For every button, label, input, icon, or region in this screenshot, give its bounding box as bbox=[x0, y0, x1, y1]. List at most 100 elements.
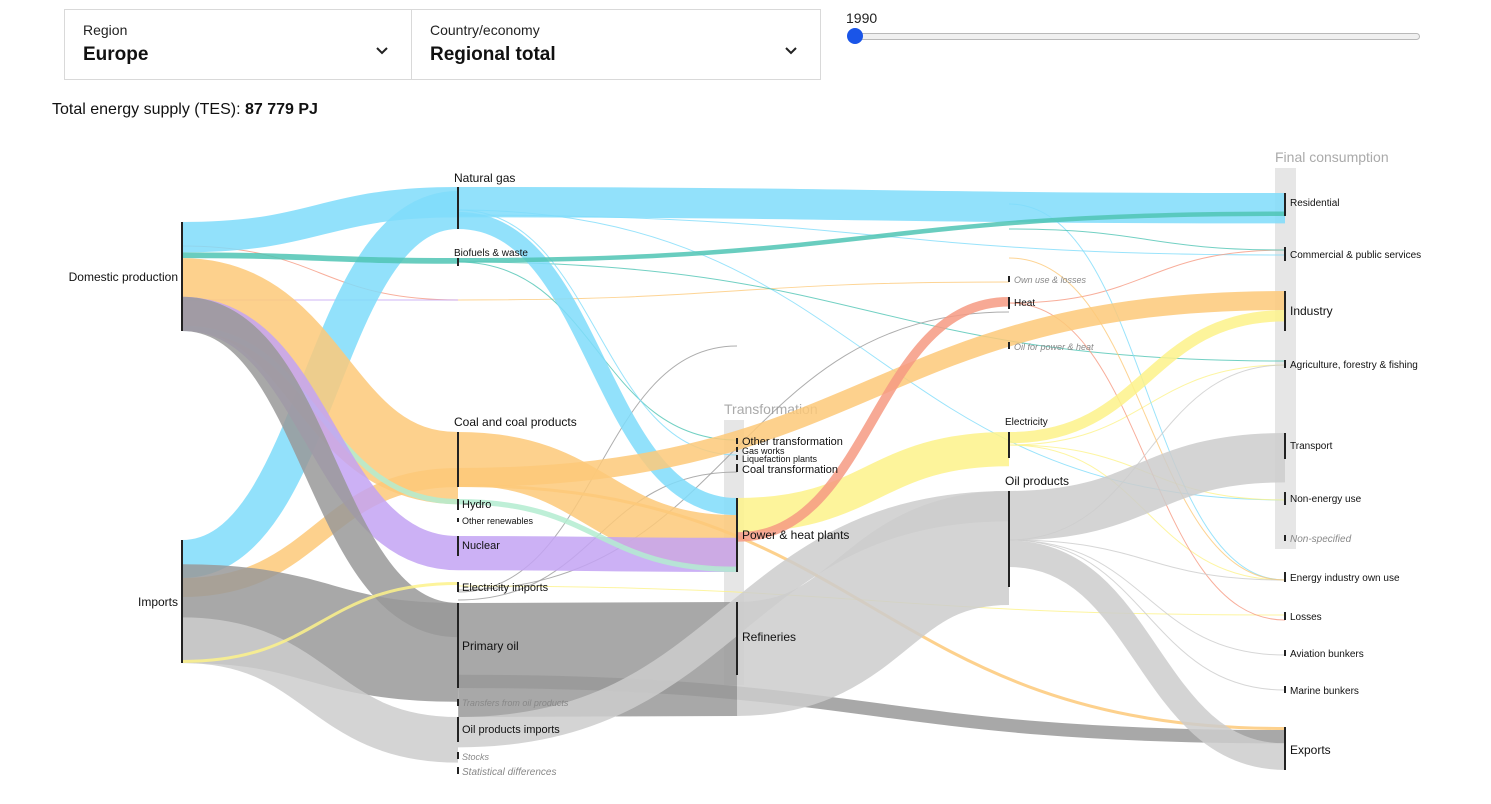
sankey-node-label-residential: Residential bbox=[1290, 198, 1339, 209]
sankey-node-label-statdiff: Statistical differences bbox=[462, 767, 557, 778]
sankey-node-label-natgas: Natural gas bbox=[454, 171, 515, 185]
region-select-label: Region bbox=[83, 22, 128, 38]
sankey-node-domestic[interactable] bbox=[181, 222, 183, 331]
sankey-link-oilproducts-transport[interactable] bbox=[1008, 433, 1286, 541]
sankey-node-gasworks[interactable] bbox=[736, 447, 738, 452]
sankey-node-hydro[interactable] bbox=[457, 499, 459, 510]
sankey-node-label-heat: Heat bbox=[1014, 298, 1035, 309]
tes-summary: Total energy supply (TES): 87 779 PJ bbox=[52, 101, 318, 119]
sankey-node-nonenergy[interactable] bbox=[1284, 492, 1286, 505]
sankey-node-heat[interactable] bbox=[1008, 297, 1010, 309]
sankey-node-industry[interactable] bbox=[1284, 291, 1286, 331]
sankey-thin-link bbox=[1008, 539, 1286, 691]
country-select[interactable]: Country/economy Regional total bbox=[412, 10, 820, 79]
sankey-link-imports-elecimp[interactable] bbox=[181, 582, 459, 663]
chevron-down-icon bbox=[376, 47, 388, 55]
sankey-link-biofuels-residential[interactable] bbox=[457, 211, 1286, 263]
sankey-link-refineries-oilproducts[interactable] bbox=[734, 491, 1012, 716]
sankey-thin-link bbox=[1008, 364, 1286, 446]
year-label: 1990 bbox=[846, 10, 878, 26]
sankey-link-electricity-industry[interactable] bbox=[1008, 310, 1286, 444]
sankey-link-natgas-residential[interactable] bbox=[457, 187, 1286, 224]
sankey-link-hydro-powerheat[interactable] bbox=[457, 499, 738, 572]
sankey-node-agriculture[interactable] bbox=[1284, 360, 1286, 368]
sankey-node-oilprodimp[interactable] bbox=[457, 717, 459, 742]
sankey-node-electricity[interactable] bbox=[1008, 432, 1010, 458]
sankey-node-stocks[interactable] bbox=[457, 752, 459, 759]
tes-label: Total energy supply (TES): bbox=[52, 101, 241, 118]
sankey-link-domestic-coal[interactable] bbox=[180, 258, 460, 505]
sankey-node-nuclear[interactable] bbox=[457, 536, 459, 556]
sankey-node-label-otherren: Other renewables bbox=[462, 516, 534, 526]
sankey-node-label-domestic: Domestic production bbox=[69, 270, 178, 284]
sankey-node-primoil[interactable] bbox=[457, 603, 459, 688]
sankey-node-label-energyown: Energy industry own use bbox=[1290, 573, 1400, 584]
sankey-node-label-nonspecified: Non-specified bbox=[1290, 534, 1352, 545]
sankey-node-label-nonenergy: Non-energy use bbox=[1290, 494, 1362, 505]
sankey-node-label-oilproducts: Oil products bbox=[1005, 474, 1069, 488]
sankey-node-aviation[interactable] bbox=[1284, 650, 1286, 656]
sankey-link-oilproducts-exports[interactable] bbox=[1008, 540, 1286, 770]
sankey-nodes: Domestic production Imports Natural gas Bio… bbox=[69, 171, 1422, 778]
sankey-node-transport[interactable] bbox=[1284, 433, 1286, 459]
year-slider-thumb[interactable] bbox=[847, 28, 863, 44]
sankey-node-label-commercial: Commercial & public services bbox=[1290, 250, 1421, 261]
sankey-node-coal[interactable] bbox=[457, 432, 459, 487]
sankey-node-biofuels[interactable] bbox=[457, 258, 459, 266]
sankey-node-natgas[interactable] bbox=[457, 187, 459, 229]
region-select[interactable]: Region Europe bbox=[65, 10, 412, 79]
sankey-node-label-nuclear: Nuclear bbox=[462, 540, 500, 552]
sankey-node-label-powerheat: Power & heat plants bbox=[742, 528, 849, 542]
sankey-node-residential[interactable] bbox=[1284, 193, 1286, 216]
sankey-node-otherren[interactable] bbox=[457, 518, 459, 522]
sankey-thin-link bbox=[1008, 249, 1286, 304]
sankey-node-label-refineries: Refineries bbox=[742, 630, 796, 644]
sankey-node-liquef[interactable] bbox=[736, 455, 738, 460]
sankey-link-imports-oilprodimp[interactable] bbox=[181, 617, 459, 763]
sankey-node-energyown[interactable] bbox=[1284, 572, 1286, 582]
sankey-link-imports-primoil[interactable] bbox=[181, 564, 459, 702]
sankey-link-coal-industry[interactable] bbox=[457, 291, 1286, 487]
sankey-link-powerheat-electricity[interactable] bbox=[736, 432, 1010, 533]
sankey-link-domestic-biofuels[interactable] bbox=[181, 252, 459, 264]
sankey-thin-link bbox=[1008, 228, 1286, 251]
sankey-node-nonspecified[interactable] bbox=[1284, 535, 1286, 541]
final-consumption-group-label: Final consumption bbox=[1275, 149, 1389, 165]
sankey-node-oilpowerheat[interactable] bbox=[1008, 342, 1010, 349]
sankey-node-refineries[interactable] bbox=[736, 602, 738, 675]
sankey-node-elecimp[interactable] bbox=[457, 582, 459, 592]
sankey-node-imports[interactable] bbox=[181, 540, 183, 663]
sankey-node-label-aviation: Aviation bunkers bbox=[1290, 649, 1364, 660]
sankey-node-label-transport: Transport bbox=[1290, 441, 1333, 452]
sankey-node-commercial[interactable] bbox=[1284, 247, 1286, 261]
sankey-node-powerheat[interactable] bbox=[736, 498, 738, 572]
sankey-thin-link bbox=[1008, 203, 1286, 581]
sankey-node-ownuse[interactable] bbox=[1008, 276, 1010, 282]
sankey-node-label-industry: Industry bbox=[1290, 304, 1333, 318]
sankey-node-label-oilprodimp: Oil products imports bbox=[462, 724, 560, 736]
sankey-link-nuclear-powerheat[interactable] bbox=[457, 536, 738, 572]
sankey-node-othertrans[interactable] bbox=[736, 438, 738, 444]
sankey-node-label-biofuels: Biofuels & waste bbox=[454, 248, 528, 259]
sankey-node-transfers[interactable] bbox=[457, 699, 459, 706]
final-consumption-band bbox=[1275, 168, 1296, 549]
sankey-node-label-imports: Imports bbox=[138, 595, 178, 609]
sankey-link-powerheat-heat[interactable] bbox=[736, 297, 1010, 542]
country-select-value: Regional total bbox=[430, 44, 556, 65]
sankey-node-oilproducts[interactable] bbox=[1008, 491, 1010, 587]
sankey-node-exports[interactable] bbox=[1284, 727, 1286, 770]
sankey-node-statdiff[interactable] bbox=[457, 767, 459, 774]
sankey-node-label-hydro: Hydro bbox=[462, 499, 491, 511]
sankey-node-label-ownuse: Own use & losses bbox=[1014, 275, 1087, 285]
sankey-node-label-transfers: Transfers from oil products bbox=[462, 698, 569, 708]
sankey-node-coaltrans[interactable] bbox=[736, 464, 738, 472]
sankey-link-natgas-powerheat[interactable] bbox=[457, 211, 738, 516]
sankey-link-coal-powerheat[interactable] bbox=[457, 432, 738, 569]
sankey-node-label-exports: Exports bbox=[1290, 743, 1331, 757]
sankey-thin-link bbox=[1008, 539, 1286, 581]
sankey-node-marine[interactable] bbox=[1284, 686, 1286, 693]
sankey-node-label-agriculture: Agriculture, forestry & fishing bbox=[1290, 360, 1418, 371]
sankey-node-losses[interactable] bbox=[1284, 612, 1286, 620]
sankey-node-label-gasworks: Gas works bbox=[742, 446, 785, 456]
